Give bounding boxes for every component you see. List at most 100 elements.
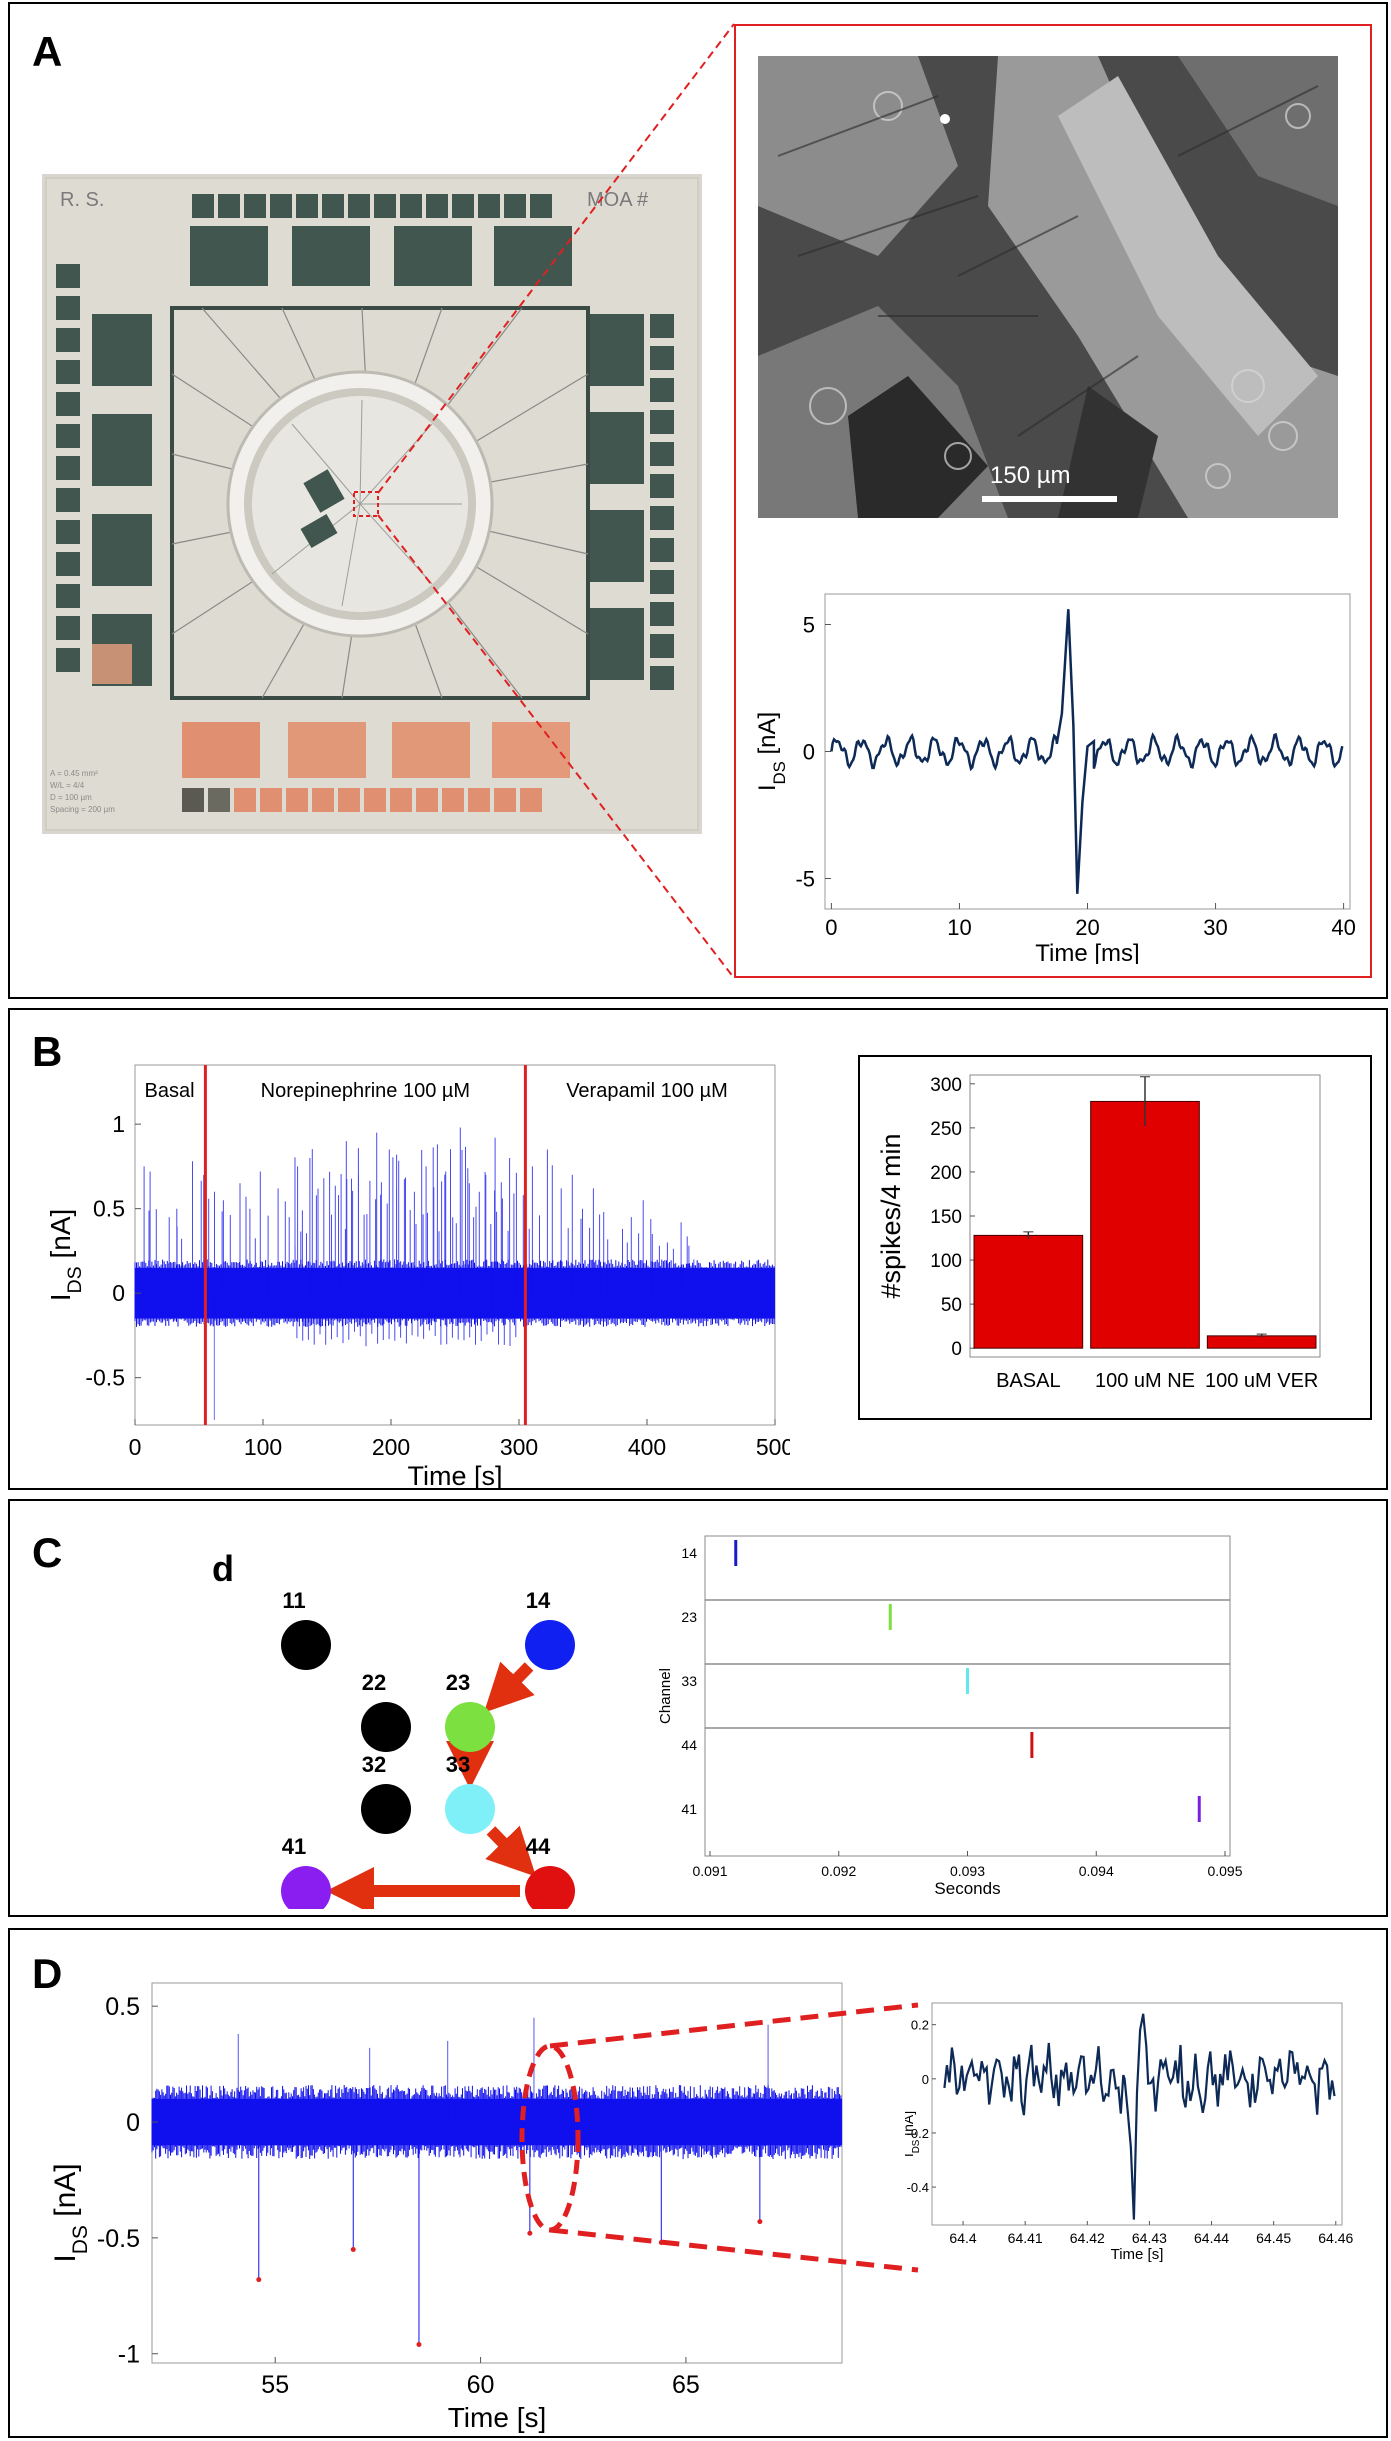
- spike-lines: [143, 1127, 695, 1347]
- plot-frame: [151, 1982, 843, 2364]
- x-axis-label: Time [s]: [1111, 2246, 1164, 2263]
- panel-c-label: C: [32, 1529, 63, 1576]
- cardiomyocyte-micrograph: 150 µm: [758, 56, 1338, 518]
- y-tick-label-3: -1: [118, 2341, 140, 2369]
- node-label-22: 22: [362, 1670, 386, 1695]
- x-tick-label-1: 60: [467, 2371, 495, 2399]
- x-tick-label-0: 64.4: [949, 2230, 976, 2246]
- x-axis-label: Time [s]: [407, 1461, 502, 1490]
- spike-marker-1: [350, 2246, 356, 2252]
- channel-label-41: 41: [681, 1801, 697, 1817]
- node-label-23: 23: [446, 1670, 470, 1695]
- x-tick-label-3: 64.43: [1132, 2230, 1167, 2246]
- x-tick-label-3: 30: [1203, 915, 1227, 940]
- x-tick-label-0: 0: [129, 1434, 142, 1460]
- plot-frame: [704, 1535, 1231, 1857]
- mea-photo: R. S. MOA #: [42, 174, 702, 834]
- panel-d-label: D: [32, 1950, 63, 1997]
- y-axis-label: IDS [nA]: [905, 2111, 922, 2157]
- y-tick-label-0: 5: [803, 612, 815, 637]
- y-tick-label-0: 0.2: [911, 2018, 929, 2033]
- zoom-region-marker: [353, 491, 379, 517]
- y-axis-label: Channel: [657, 1668, 674, 1724]
- category-label-2: 100 uM VER: [1205, 1370, 1318, 1392]
- x-tick-label-2: 65: [672, 2371, 700, 2399]
- node-label-32: 32: [362, 1752, 386, 1777]
- y-tick-label-0: 0: [951, 1339, 962, 1360]
- zoom-inset-frame: [734, 24, 1372, 978]
- panel-b: B Basal Norepinephrine 100 µM Verapamil 10…: [8, 1008, 1388, 1490]
- x-tick-label-0: 0: [825, 915, 837, 940]
- mea-corner-right: MOA #: [587, 189, 649, 211]
- y-tick-label-1: 0.5: [93, 1196, 125, 1222]
- node-33: [445, 1784, 495, 1834]
- x-tick-label-2: 64.42: [1070, 2230, 1105, 2246]
- node-label-44: 44: [526, 1834, 551, 1859]
- channel-label-23: 23: [681, 1609, 697, 1625]
- x-tick-label-6: 64.46: [1318, 2230, 1353, 2246]
- bar-0: [973, 1234, 1084, 1349]
- y-tick-label-3: 150: [930, 1207, 962, 1228]
- spike-count-bar-chart: 0 50 100 150 200 250 300 BASAL 100 uM NE 100 uM V…: [876, 1074, 1321, 1392]
- node-11: [281, 1620, 331, 1670]
- mea-legend-0: A = 0.45 mm²: [50, 769, 98, 778]
- x-tick-label-2: 20: [1075, 915, 1099, 940]
- y-tick-label-1: 0: [126, 2109, 140, 2137]
- panel-c: C d 11 14 22 23 32 33 41 44 14 23 33 44 41 0.091 0.09…: [8, 1499, 1388, 1917]
- y-tick-label-1: 50: [941, 1295, 962, 1316]
- y-tick-label-1: 0: [803, 740, 815, 765]
- x-axis-label: Time [s]: [448, 2402, 547, 2433]
- x-axis-label: Seconds: [934, 1879, 1000, 1898]
- plot-frame: [931, 2002, 1343, 2226]
- arrow-14-23: [483, 1661, 535, 1713]
- x-tick-label-2: 0.093: [950, 1863, 985, 1879]
- x-tick-label-3: 0.094: [1079, 1863, 1114, 1879]
- spike-marker-5: [757, 2219, 763, 2225]
- y-tick-label-4: 200: [930, 1163, 962, 1184]
- node-41: [281, 1866, 331, 1909]
- y-tick-label-6: 300: [930, 1075, 962, 1096]
- node-22: [361, 1702, 411, 1752]
- node-32: [361, 1784, 411, 1834]
- node-label-33: 33: [446, 1752, 470, 1777]
- annotation-0: Basal: [145, 1080, 195, 1102]
- x-tick-label-5: 500: [756, 1434, 790, 1460]
- x-tick-label-4: 40: [1331, 915, 1355, 940]
- ids-trace: [830, 609, 1344, 894]
- spike-zoom-chart: 64.4 64.41 64.42 64.43 64.44 64.45 64.46 0.2 0 -0…: [905, 2002, 1354, 2263]
- spike-marker-3: [527, 2230, 533, 2236]
- node-label-11: 11: [282, 1588, 305, 1613]
- ids-trace-drug-chart: Basal Norepinephrine 100 µM Verapamil 100 …: [45, 1064, 790, 1490]
- y-tick-label-0: 1: [112, 1111, 125, 1137]
- ids-zoom-trace: [943, 2013, 1336, 2220]
- y-axis-label: IDS [nA]: [45, 1209, 86, 1302]
- x-tick-label-1: 100: [244, 1434, 282, 1460]
- y-tick-label-0: 0.5: [105, 1993, 140, 2021]
- x-tick-label-2: 200: [372, 1434, 410, 1460]
- y-axis-label: #spikes/4 min: [876, 1133, 906, 1298]
- reference-electrode: [303, 469, 345, 513]
- bar-2: [1206, 1335, 1317, 1349]
- network-label: d: [212, 1548, 234, 1589]
- node-label-41: 41: [282, 1834, 306, 1859]
- y-tick-label-1: 0: [922, 2072, 929, 2087]
- spike-raster-chart: 14 23 33 44 41 0.091 0.092 0.093 0.094 0.095 Secon…: [657, 1535, 1243, 1898]
- x-tick-label-1: 0.092: [821, 1863, 856, 1879]
- y-tick-label-2: -0.2: [907, 2126, 929, 2141]
- x-tick-label-4: 400: [628, 1434, 666, 1460]
- panel-a: A R. S. MOA #: [8, 2, 1388, 999]
- ids-long-trace-chart: 55 60 65 0.5 0 -0.5 -1 Time [s] IDS [nA]: [49, 1982, 843, 2433]
- x-tick-label-0: 55: [261, 2371, 289, 2399]
- x-tick-label-4: 0.095: [1207, 1863, 1242, 1879]
- y-axis-label: IDS [nA]: [754, 712, 789, 791]
- mea-corner-left: R. S.: [60, 189, 104, 211]
- scalebar: [982, 496, 1117, 502]
- node-44: [525, 1866, 575, 1909]
- x-axis-label: Time [ms]: [1035, 940, 1139, 964]
- spike-marker-2: [416, 2341, 422, 2347]
- bar-1: [1090, 1100, 1200, 1349]
- node-23: [445, 1702, 495, 1752]
- x-tick-label-3: 300: [500, 1434, 538, 1460]
- propagation-network-diagram: d 11 14 22 23 32 33 41 44: [212, 1548, 575, 1909]
